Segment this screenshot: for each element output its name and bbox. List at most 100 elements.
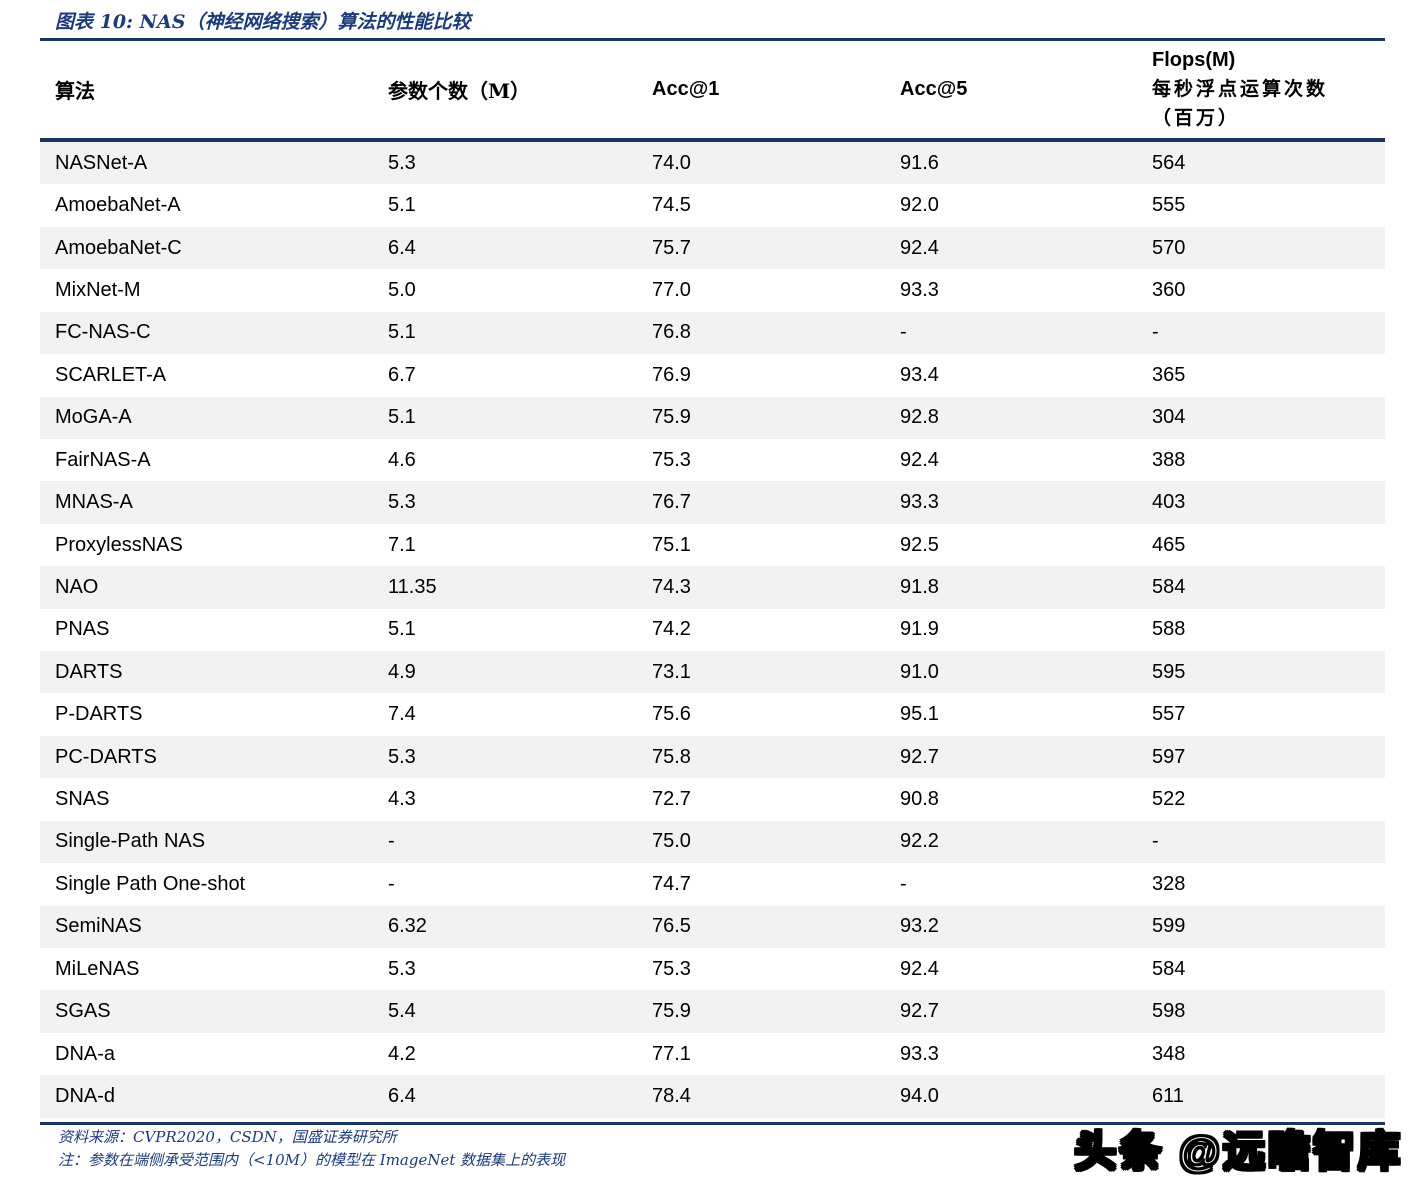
table-cell: 92.8	[900, 406, 939, 429]
table-row: ProxylessNAS 7.1 75.1 92.5 465	[40, 524, 1385, 566]
table-row: MixNet-M 5.0 77.0 93.3 360	[40, 269, 1385, 311]
table-cell: 5.3	[388, 491, 416, 514]
table-cell: 75.9	[652, 406, 691, 429]
table-cell: PC-DARTS	[55, 745, 157, 768]
table-cell: 76.7	[652, 491, 691, 514]
table-cell: 360	[1152, 278, 1186, 301]
table-cell: 92.7	[900, 745, 939, 768]
table-cell: 304	[1152, 406, 1186, 429]
header-params: 参数个数（M）	[388, 79, 531, 103]
table-cell: SGAS	[55, 1000, 111, 1023]
table-cell: -	[900, 872, 907, 895]
table-cell: MNAS-A	[55, 491, 133, 514]
table-cell: 73.1	[652, 660, 691, 683]
table-cell: 584	[1152, 957, 1186, 980]
table-body: NASNet-A 5.3 74.0 91.6 564 AmoebaNet-A 5.1 74.5…	[40, 142, 1385, 1118]
header-flops-line2: 每秒浮点运算次数	[1152, 78, 1329, 100]
table-cell: MiLeNAS	[55, 957, 140, 980]
table-cell: 92.2	[900, 830, 939, 853]
table-cell: 5.3	[388, 957, 416, 980]
table-cell: 77.0	[652, 278, 691, 301]
table-cell: 388	[1152, 448, 1186, 471]
table-cell: 93.3	[900, 491, 939, 514]
table-row: NASNet-A 5.3 74.0 91.6 564	[40, 142, 1385, 185]
table-cell: 4.6	[388, 448, 416, 471]
table-cell: 5.4	[388, 1000, 416, 1023]
table-cell: DARTS	[55, 660, 123, 683]
table-cell: 92.4	[900, 448, 939, 471]
table-row: DNA-a 4.2 77.1 93.3 348	[40, 1033, 1385, 1075]
table-cell: 74.0	[652, 151, 691, 174]
table-cell: 584	[1152, 575, 1186, 598]
table-row: MNAS-A 5.3 76.7 93.3 403	[40, 481, 1385, 524]
table-cell: 595	[1152, 660, 1186, 683]
table-cell: 597	[1152, 745, 1186, 768]
table-cell: 94.0	[900, 1084, 939, 1107]
table-cell: 365	[1152, 363, 1186, 386]
table-row: SCARLET-A 6.7 76.9 93.4 365	[40, 354, 1385, 396]
table-cell: 75.7	[652, 236, 691, 259]
header-flops: Flops(M) 每秒浮点运算次数 （百万）	[1152, 46, 1385, 133]
table-cell: MixNet-M	[55, 278, 141, 301]
table-cell: 555	[1152, 194, 1186, 217]
table-cell: 6.7	[388, 363, 416, 386]
watermark-logo: 头条 @远瞻智库	[1073, 1127, 1403, 1176]
table-cell: 93.3	[900, 278, 939, 301]
table-cell: 76.9	[652, 363, 691, 386]
table-cell: 92.0	[900, 194, 939, 217]
table-cell: 92.5	[900, 533, 939, 556]
table-cell: 7.1	[388, 533, 416, 556]
table-cell: 93.4	[900, 363, 939, 386]
table-cell: Single-Path NAS	[55, 830, 206, 853]
table-cell: 598	[1152, 1000, 1186, 1023]
table-row: SNAS 4.3 72.7 90.8 522	[40, 778, 1385, 820]
table-cell: 465	[1152, 533, 1186, 556]
table-cell: 91.6	[900, 151, 939, 174]
table-cell: 588	[1152, 618, 1186, 641]
table-cell: 6.32	[388, 915, 427, 938]
top-rule	[40, 38, 1385, 41]
table-cell: 5.1	[388, 406, 416, 429]
table-row: Single-Path NAS - 75.0 92.2 -	[40, 820, 1385, 864]
table-cell: 92.7	[900, 1000, 939, 1023]
table-cell: 6.4	[388, 236, 416, 259]
table-cell: 403	[1152, 491, 1186, 514]
table-cell: 5.0	[388, 278, 416, 301]
table-cell: 7.4	[388, 703, 416, 726]
table-cell: 6.4	[388, 1084, 416, 1107]
table-cell: FairNAS-A	[55, 448, 151, 471]
table-cell: -	[388, 872, 395, 895]
table-row: AmoebaNet-C 6.4 75.7 92.4 570	[40, 226, 1385, 270]
header-flops-line3: （百万）	[1152, 107, 1241, 129]
table-cell: 75.6	[652, 703, 691, 726]
table-cell: 522	[1152, 788, 1186, 811]
table-header-row: 算法 参数个数（M） Acc@1 Acc@5 Flops(M) 每秒浮点运算次数…	[40, 41, 1385, 142]
header-algorithm: 算法	[55, 79, 95, 103]
table-cell: 90.8	[900, 788, 939, 811]
table-row: DNA-d 6.4 78.4 94.0 611	[40, 1075, 1385, 1118]
table-cell: DNA-d	[55, 1084, 116, 1107]
table-cell: 599	[1152, 915, 1186, 938]
table-cell: MoGA-A	[55, 406, 132, 429]
table-row: AmoebaNet-A 5.1 74.5 92.0 555	[40, 184, 1385, 226]
footnote: 资料来源：CVPR2020，CSDN，国盛证券研究所 注：参数在端侧承受范围内（…	[58, 1126, 565, 1172]
table-cell: -	[1152, 830, 1159, 853]
table-cell: 570	[1152, 236, 1186, 259]
table-row: NAO 11.35 74.3 91.8 584	[40, 566, 1385, 609]
table-cell: 5.1	[388, 618, 416, 641]
note-line: 注：参数在端侧承受范围内（<10M）的模型在 ImageNet 数据集上的表现	[58, 1151, 566, 1169]
table-row: Single Path One-shot - 74.7 - 328	[40, 863, 1385, 905]
table-cell: 4.9	[388, 660, 416, 683]
bottom-rule	[40, 1122, 1385, 1125]
table-cell: 75.3	[652, 448, 691, 471]
table-cell: 74.7	[652, 872, 691, 895]
table-cell: 564	[1152, 151, 1186, 174]
table-cell: SNAS	[55, 788, 110, 811]
table-row: FairNAS-A 4.6 75.3 92.4 388	[40, 439, 1385, 481]
table-cell: 76.8	[652, 321, 691, 344]
table-cell: ProxylessNAS	[55, 533, 183, 556]
table-cell: FC-NAS-C	[55, 321, 151, 344]
table-cell: NASNet-A	[55, 151, 148, 174]
table-cell: 75.3	[652, 957, 691, 980]
source-line: 资料来源：CVPR2020，CSDN，国盛证券研究所	[58, 1128, 397, 1146]
